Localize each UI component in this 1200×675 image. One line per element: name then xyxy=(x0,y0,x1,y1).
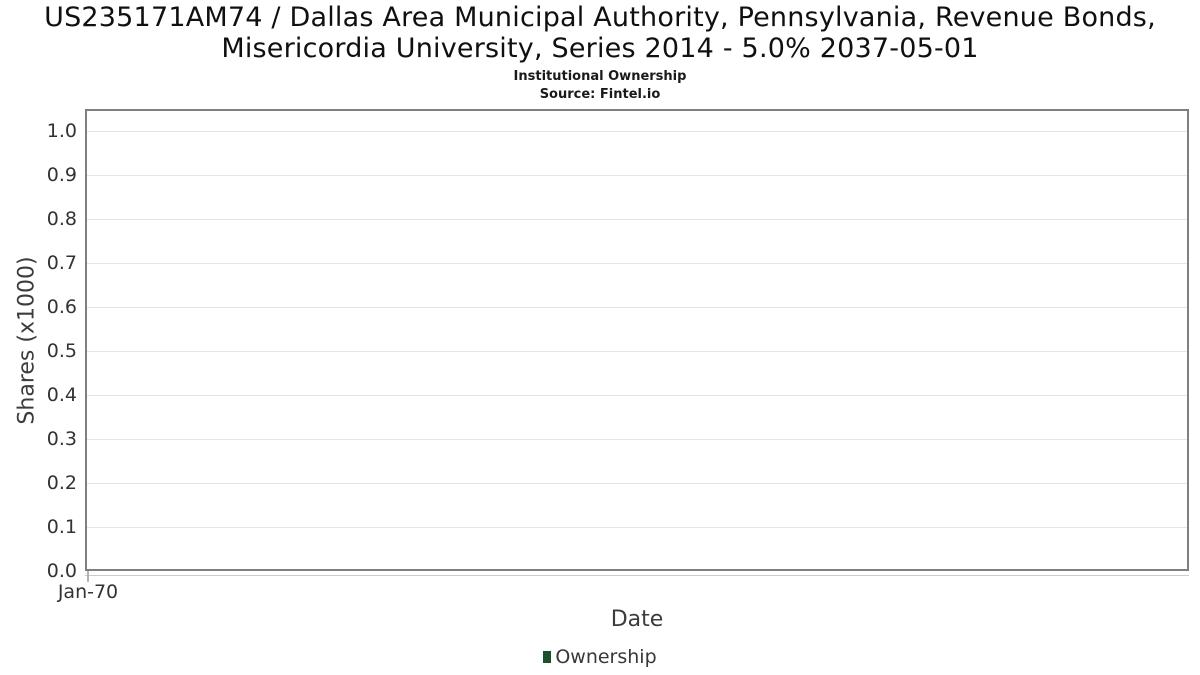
x-axis-label: Date xyxy=(610,607,664,632)
legend: Ownership xyxy=(0,645,1200,669)
gridline-y-0.7 xyxy=(87,263,1187,264)
chart-title-line1: US235171AM74 / Dallas Area Municipal Aut… xyxy=(44,2,1156,33)
gridline-y-0.3 xyxy=(87,439,1187,440)
x-axis-tick-mark xyxy=(87,571,89,582)
gridline-y-0.6 xyxy=(87,307,1187,308)
chart-source-credit: Source: Fintel.io xyxy=(539,87,661,102)
plot-area xyxy=(85,109,1189,571)
y-axis-tick-label: 0.0 xyxy=(46,560,77,582)
gridline-y-1.0 xyxy=(87,131,1187,132)
y-axis-tick-label: 0.6 xyxy=(46,296,77,318)
gridline-y-0.5 xyxy=(87,351,1187,352)
gridline-y-0.8 xyxy=(87,219,1187,220)
chart-subtitle: Institutional Ownership xyxy=(513,69,687,84)
y-axis-tick-label: 0.5 xyxy=(46,340,77,362)
x-axis-line xyxy=(85,575,1189,576)
gridline-y-0.2 xyxy=(87,483,1187,484)
chart-title: US235171AM74 / Dallas Area Municipal Aut… xyxy=(0,2,1200,64)
y-axis-tick-label: 0.7 xyxy=(46,252,77,274)
gridline-y-0.9 xyxy=(87,175,1187,176)
chart-header: US235171AM74 / Dallas Area Municipal Aut… xyxy=(0,2,1200,102)
x-axis-tick-label: Jan-70 xyxy=(57,581,119,603)
gridline-y-0.1 xyxy=(87,527,1187,528)
y-axis-tick-label: 0.2 xyxy=(46,472,77,494)
chart-title-line2: Misericordia University, Series 2014 - 5… xyxy=(221,33,979,64)
y-axis-tick-label: 0.3 xyxy=(46,428,77,450)
y-axis-tick-label: 0.1 xyxy=(46,516,77,538)
y-axis-tick-label: 0.8 xyxy=(46,208,77,230)
legend-label-ownership: Ownership xyxy=(555,646,657,668)
y-axis-tick-label: 1.0 xyxy=(46,120,77,142)
y-axis-tick-label: 0.4 xyxy=(46,384,77,406)
legend-marker-ownership xyxy=(543,651,552,663)
gridline-y-0.4 xyxy=(87,395,1187,396)
y-axis-tick-label: 0.9 xyxy=(46,164,77,186)
